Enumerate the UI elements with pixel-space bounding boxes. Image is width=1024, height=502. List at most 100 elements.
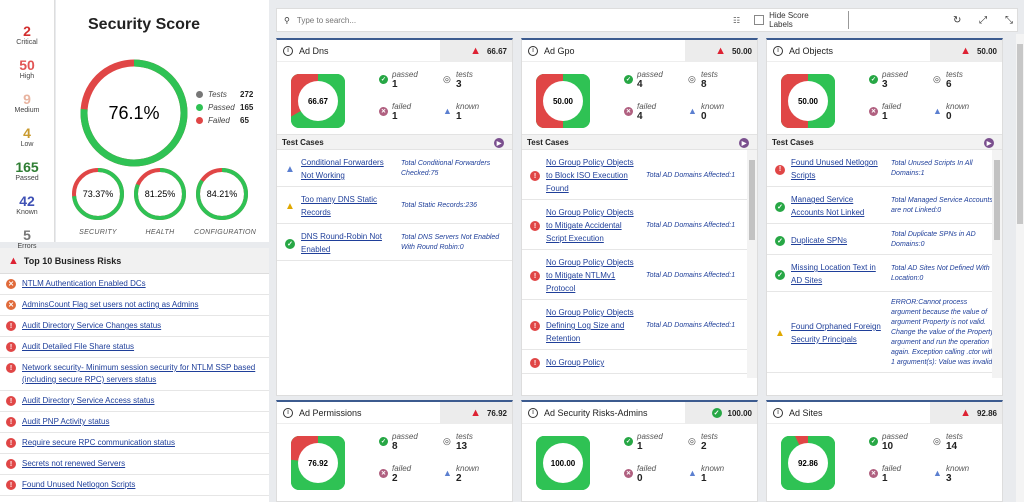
hide-score-labels-checkbox[interactable] — [754, 15, 765, 25]
risk-item[interactable]: ! Audit PNP Activity status — [0, 412, 269, 433]
test-cases-list: ▲ Conditional Forwarders Not Working Total… — [277, 150, 512, 378]
test-cases-header[interactable]: Test Cases ▶ — [522, 134, 757, 150]
stat-known[interactable]: 42 Known — [0, 194, 54, 220]
risk-item[interactable]: ! Secrets not renewed Servers — [0, 454, 269, 475]
test-case-row[interactable]: ! Found Unused Netlogon Scripts Total Unus… — [767, 150, 1002, 187]
test-case-row[interactable]: ▲ Found Orphaned Foreign Security Princip… — [767, 292, 1002, 373]
risk-link[interactable]: Audit Detailed File Share status — [22, 342, 135, 351]
risk-link[interactable]: NTLM Authentication Enabled DCs — [22, 279, 146, 288]
stat-medium[interactable]: 9 Medium — [0, 92, 54, 118]
risk-link[interactable]: Require secure RPC communication status — [22, 438, 175, 447]
risk-item[interactable]: ! Audit Detailed File Share status — [0, 337, 269, 358]
card-header[interactable]: i Ad Gpo ▲ 50.00 — [522, 40, 757, 62]
mini-score-configuration[interactable]: 84.21% CONFIGURATION — [194, 166, 256, 236]
test-case-name[interactable]: Found Unused Netlogon Scripts — [791, 158, 878, 180]
page-scrollbar-thumb[interactable] — [1017, 44, 1023, 224]
expand-icon[interactable]: ⤢ — [979, 14, 988, 26]
scrollbar-thumb[interactable] — [994, 160, 1000, 240]
risk-item[interactable]: ! Found Unused Netlogon Scripts — [0, 475, 269, 496]
info-icon[interactable]: i — [773, 407, 783, 418]
test-case-row[interactable]: ! No Group Policy Objects to Block ISO Ex… — [522, 150, 757, 200]
refresh-icon[interactable]: ↻ — [952, 14, 962, 26]
info-icon[interactable]: i — [528, 407, 538, 418]
test-case-row[interactable]: ✓ Duplicate SPNs Total Duplicate SPNs in A… — [767, 224, 1002, 255]
test-case-row[interactable]: ! No Group Policy — [522, 350, 757, 374]
test-case-name[interactable]: No Group Policy Objects to Mitigate NTLM… — [546, 258, 634, 293]
card-score-value: 76.92 — [486, 408, 507, 418]
risk-item[interactable]: ! Network security- Minimum session secur… — [0, 358, 269, 391]
test-case-row[interactable]: ✓ Missing Location Text in AD Sites Total … — [767, 255, 1002, 292]
legend-dot-icon — [196, 104, 203, 111]
card-header[interactable]: i Ad Security Risks-Admins ✓ 100.00 — [522, 402, 757, 424]
metric-value: 4 — [637, 111, 643, 122]
test-case-name[interactable]: Managed Service Accounts Not Linked — [791, 195, 865, 217]
mini-score-health[interactable]: 81.25% HEALTH — [132, 166, 188, 236]
test-case-row[interactable]: ✓ DNS Round-Robin Not Enabled Total DNS Se… — [277, 224, 512, 261]
error-icon: ! — [6, 417, 16, 427]
test-case-row[interactable]: ! No Group Policy Objects to Mitigate NTL… — [522, 250, 757, 300]
card-header[interactable]: i Ad Sites ▲ 92.86 — [767, 402, 1002, 424]
risk-link[interactable]: AdminsCount Flag set users not acting as… — [22, 300, 199, 309]
card-score-square[interactable]: 92.86 — [781, 436, 835, 490]
risk-link[interactable]: Audit Directory Service Changes status — [22, 321, 162, 330]
play-icon[interactable]: ▶ — [984, 138, 994, 148]
test-case-name[interactable]: Conditional Forwarders Not Working — [301, 158, 384, 180]
card-score-square[interactable]: 76.92 — [291, 436, 345, 490]
stat-low[interactable]: 4 Low — [0, 126, 54, 152]
collapse-icon[interactable]: ⤡ — [1005, 14, 1014, 26]
test-case-name[interactable]: No Group Policy Objects to Block ISO Exe… — [546, 158, 634, 193]
card-score-square[interactable]: 50.00 — [781, 74, 835, 128]
play-icon[interactable]: ▶ — [494, 138, 504, 148]
test-cases-scrollbar[interactable] — [992, 150, 1002, 378]
card-header[interactable]: i Ad Permissions ▲ 76.92 — [277, 402, 512, 424]
risk-link[interactable]: Network security- Minimum session securi… — [22, 363, 256, 384]
stat-critical[interactable]: 2 Critical — [0, 24, 54, 50]
test-case-name[interactable]: No Group Policy Objects to Mitigate Acci… — [546, 208, 634, 243]
info-icon[interactable]: i — [773, 45, 783, 56]
card-header[interactable]: i Ad Dns ▲ 66.67 — [277, 40, 512, 62]
stat-passed[interactable]: 165 Passed — [0, 160, 54, 186]
risk-link[interactable]: Audit Directory Service Access status — [22, 396, 155, 405]
risk-link[interactable]: Found Unused Netlogon Scripts — [22, 480, 136, 489]
test-case-name[interactable]: Missing Location Text in AD Sites — [791, 263, 876, 285]
risk-item[interactable]: ! Audit Directory Service Access status — [0, 391, 269, 412]
search-input[interactable] — [296, 15, 715, 25]
test-case-name[interactable]: Found Orphaned Foreign Security Principa… — [791, 322, 881, 344]
page-scrollbar[interactable] — [1016, 34, 1024, 502]
test-cases-scrollbar[interactable] — [747, 150, 757, 378]
card-score-square[interactable]: 66.67 — [291, 74, 345, 128]
test-case-name[interactable]: Too many DNS Static Records — [301, 195, 378, 217]
play-icon[interactable]: ▶ — [739, 138, 749, 148]
risk-item[interactable]: ! Audit Directory Service Changes status — [0, 316, 269, 337]
filter-clear-icon[interactable]: ☷ — [733, 15, 741, 25]
risk-link[interactable]: Secrets not renewed Servers — [22, 459, 126, 468]
mini-score-security[interactable]: 73.37% SECURITY — [70, 166, 126, 236]
metric-label: failed — [637, 464, 657, 473]
info-icon[interactable]: i — [283, 45, 293, 56]
risk-item[interactable]: ✕ AdminsCount Flag set users not acting a… — [0, 295, 269, 316]
test-case-row[interactable]: ▲ Too many DNS Static Records Total Static… — [277, 187, 512, 224]
test-case-row[interactable]: ▲ Conditional Forwarders Not Working Total… — [277, 150, 512, 187]
info-icon[interactable]: i — [528, 45, 538, 56]
test-case-row[interactable]: ! No Group Policy Objects Defining Log Si… — [522, 300, 757, 350]
metric-label: failed — [882, 102, 902, 111]
test-cases-header[interactable]: Test Cases ▶ — [277, 134, 512, 150]
risk-item[interactable]: ✕ NTLM Authentication Enabled DCs — [0, 274, 269, 295]
scrollbar-thumb[interactable] — [749, 160, 755, 240]
stat-high[interactable]: 50 High — [0, 58, 54, 84]
test-case-row[interactable]: ✓ Managed Service Accounts Not Linked Tota… — [767, 187, 1002, 224]
test-case-name[interactable]: No Group Policy — [546, 358, 605, 367]
test-case-row[interactable]: ! No Group Policy Objects to Mitigate Acc… — [522, 200, 757, 250]
test-case-name[interactable]: DNS Round-Robin Not Enabled — [301, 232, 382, 254]
legend-label: Tests — [208, 90, 227, 99]
test-case-name[interactable]: No Group Policy Objects Defining Log Siz… — [546, 308, 634, 343]
card-score-square[interactable]: 50.00 — [536, 74, 590, 128]
test-case-name[interactable]: Duplicate SPNs — [791, 235, 848, 245]
test-cases-header[interactable]: Test Cases ▶ — [767, 134, 1002, 150]
risk-item[interactable]: ! Require secure RPC communication status — [0, 433, 269, 454]
stat-errors[interactable]: 5 Errors — [0, 228, 54, 254]
card-header[interactable]: i Ad Objects ▲ 50.00 — [767, 40, 1002, 62]
info-icon[interactable]: i — [283, 407, 293, 418]
risk-link[interactable]: Audit PNP Activity status — [22, 417, 110, 426]
card-score-square[interactable]: 100.00 — [536, 436, 590, 490]
